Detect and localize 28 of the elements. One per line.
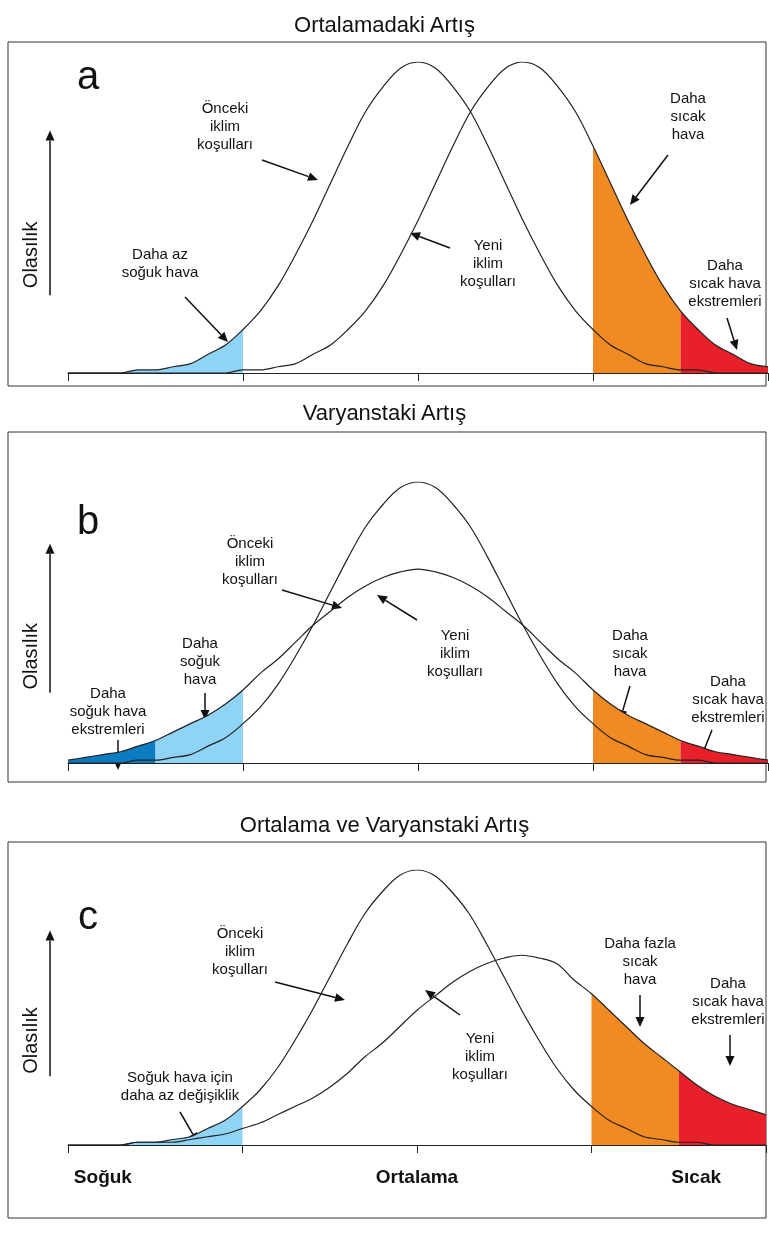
annotation: Daha sıcak hava ekstremleri — [691, 973, 765, 1027]
y-axis-title: Olasılık — [19, 1006, 41, 1074]
annotation: Önceki iklim koşulları — [197, 98, 253, 152]
annotation: Yeni iklim koşulları — [460, 235, 516, 289]
annotation: Daha sıcak hava ekstremleri — [691, 671, 765, 725]
annotation: Daha soğuk hava ekstremleri — [69, 683, 148, 737]
annotation: a — [76, 53, 100, 97]
y-axis-title: Olasılık — [19, 621, 41, 690]
annotation: Yeni iklim koşulları — [427, 625, 483, 679]
x-tick-label: Sıcak — [671, 1166, 722, 1187]
annotation: Daha sıcak hava — [670, 88, 707, 142]
x-tick-label: Soğuk — [73, 1166, 133, 1187]
annotation: Daha soğuk hava — [179, 633, 221, 687]
annotation: Önceki iklim koşulları — [222, 533, 278, 587]
x-tick-label: Ortalama — [375, 1166, 459, 1187]
annotation: Daha az soğuk hava — [121, 244, 200, 280]
annotation: Daha sıcak hava ekstremleri — [688, 255, 762, 309]
annotation: b — [76, 498, 100, 542]
annotation: Daha fazla sıcak hava — [604, 933, 677, 987]
annotation: Daha sıcak hava — [612, 625, 649, 679]
chart-title: Varyanstaki Artış — [302, 399, 467, 425]
annotation: c — [78, 893, 98, 937]
annotation: Önceki iklim koşulları — [212, 923, 268, 977]
annotation: Yeni iklim koşulları — [452, 1028, 508, 1082]
chart-title: Ortalamadaki Artış — [294, 11, 475, 37]
chart-title: Ortalama ve Varyanstaki Artış — [239, 811, 530, 837]
annotation: Soğuk hava için daha az değişiklik — [120, 1067, 240, 1103]
y-axis-title: Olasılık — [19, 220, 41, 289]
